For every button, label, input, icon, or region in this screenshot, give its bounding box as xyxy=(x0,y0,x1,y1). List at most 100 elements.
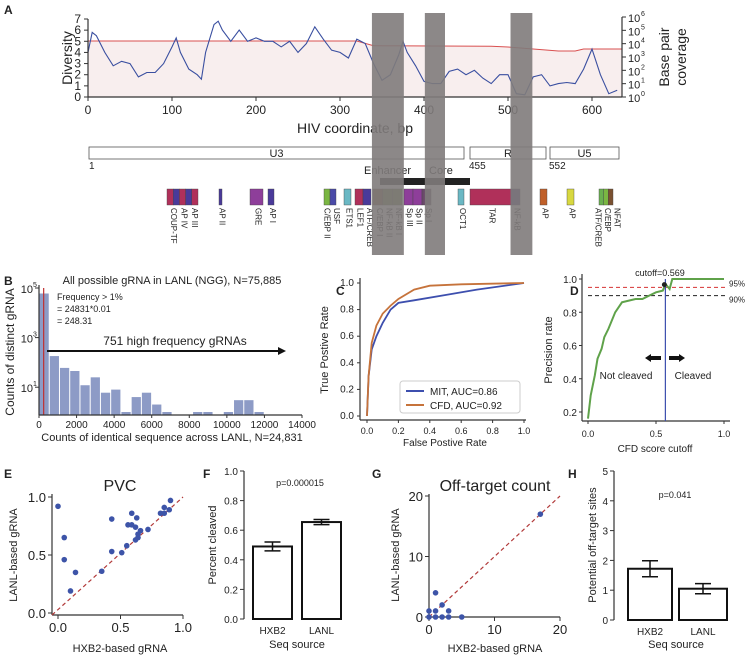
tf-label: ATF/CREB xyxy=(594,208,603,247)
f-p-value: p=0.000015 xyxy=(276,478,324,488)
f-ytick-label: 0.4 xyxy=(224,556,238,567)
highlight-band xyxy=(371,13,404,255)
tf-binding-site xyxy=(267,188,275,206)
precision-curve xyxy=(587,278,724,419)
a-xtick-label: 200 xyxy=(246,103,266,117)
h-error-bar xyxy=(695,582,711,595)
f-error-bar xyxy=(264,541,281,552)
cleaved-label: Cleaved xyxy=(675,371,712,382)
legend-label: CFD, AUC=0.92 xyxy=(430,401,502,412)
d-ytick-label: 0.2 xyxy=(563,408,577,419)
g-xlabel: HXB2-based gRNA xyxy=(448,643,543,655)
g-point xyxy=(445,614,452,620)
histogram-bar xyxy=(100,392,111,415)
a-ytick-label: 3 xyxy=(74,57,81,71)
roc-curve-cfd xyxy=(366,282,525,417)
g-identity-line xyxy=(428,495,561,618)
histogram-bar xyxy=(244,400,254,415)
h-ytick-label: 0 xyxy=(602,616,608,627)
f-ylabel: Percent cleaved xyxy=(207,506,219,585)
b-title: All possible gRNA in LANL (NGG), N=75,88… xyxy=(63,275,282,287)
tf-label: ATF/CREB xyxy=(365,208,374,247)
g-point xyxy=(426,614,432,620)
tf-binding-site xyxy=(166,188,174,206)
g-xtick-label: 0 xyxy=(425,622,432,637)
a-y2tick-exponent: 3 xyxy=(641,51,645,58)
a-xtick-label: 600 xyxy=(582,103,602,117)
tf-binding-site xyxy=(362,188,372,206)
c-xtick-label: 1.0 xyxy=(518,426,531,436)
c-xtick-label: 0.6 xyxy=(455,426,468,436)
b-annotation: = 248.31 xyxy=(57,316,92,326)
e-point xyxy=(137,527,144,534)
g-title: Off-target count xyxy=(440,478,551,495)
f-error-bar xyxy=(313,518,330,526)
g-point xyxy=(432,590,439,596)
a-y2tick-exponent: 4 xyxy=(641,38,645,45)
a-ytick-label: 1 xyxy=(74,79,81,93)
right-arrow-icon xyxy=(669,354,685,362)
panel-label-B: B xyxy=(4,274,13,288)
g-xtick-label: 20 xyxy=(553,622,567,637)
e-point xyxy=(61,534,68,541)
f-ytick-label: 0.8 xyxy=(224,497,238,508)
tf-binding-site xyxy=(412,188,423,206)
a-ytick-label: 6 xyxy=(74,23,81,37)
e-ylabel: LANL-based gRNA xyxy=(8,508,20,602)
b-ytick-base: 10 xyxy=(21,383,33,395)
tf-label: NFAT xyxy=(613,208,622,228)
e-point xyxy=(55,503,61,510)
d-ytick-label: 0.8 xyxy=(563,308,577,319)
g-point xyxy=(458,614,465,620)
g-ylabel: LANL-based gRNA xyxy=(390,508,402,602)
a-y2tick-exponent: 2 xyxy=(641,64,645,71)
e-ytick-label: 0.0 xyxy=(28,606,46,621)
tf-binding-site xyxy=(172,188,180,206)
tf-label: LEF1 xyxy=(355,208,364,228)
tf-binding-site xyxy=(191,188,199,206)
g-xtick-label: 10 xyxy=(487,622,501,637)
b-xtick-label: 10000 xyxy=(213,420,241,431)
h-ylabel: Potential off-target sites xyxy=(587,487,599,603)
f-bar-hxb2 xyxy=(252,545,293,620)
tf-binding-site xyxy=(539,188,548,206)
h-p-value: p=0.041 xyxy=(659,490,692,500)
tf-label: AP xyxy=(541,208,550,219)
a-ylabel-right: Base pair xyxy=(656,27,672,86)
b-arrow-label: 751 high frequency gRNAs xyxy=(103,334,246,348)
a-y2tick-base: 10 xyxy=(628,40,640,52)
a-xtick-label: 0 xyxy=(85,103,92,117)
histogram-bar xyxy=(131,397,141,415)
e-point xyxy=(166,506,173,513)
e-xtick-label: 0.5 xyxy=(111,620,129,635)
h-category-label: LANL xyxy=(690,627,715,638)
h-category-label: HXB2 xyxy=(637,627,664,638)
panel-label-A: A xyxy=(4,3,13,17)
tf-label: C/EBP II xyxy=(322,208,331,239)
genome-region-label: U3 xyxy=(269,148,283,160)
e-point xyxy=(123,542,130,549)
coverage-area xyxy=(88,41,623,97)
a-y2tick-exponent: 1 xyxy=(641,78,645,85)
tf-label: AP II xyxy=(218,208,227,225)
e-point xyxy=(128,510,135,517)
tf-binding-site xyxy=(598,188,604,206)
tf-binding-site xyxy=(343,188,352,206)
genome-coordinate-label: 1 xyxy=(89,161,95,172)
c-xtick-label: 0.4 xyxy=(424,426,437,436)
b-annotation: = 24831*0.01 xyxy=(57,304,111,314)
a-y2tick-base: 10 xyxy=(628,53,640,65)
e-point xyxy=(67,588,74,594)
f-ytick-label: 0.2 xyxy=(224,585,238,596)
a-y2tick-exponent: 6 xyxy=(641,11,645,18)
tf-label: AP IV xyxy=(180,208,189,229)
e-point xyxy=(133,515,140,521)
c-xtick-label: 0.8 xyxy=(486,426,499,436)
d-ytick-label: 0.4 xyxy=(563,375,577,386)
b-ytick-exp: 1 xyxy=(33,381,37,388)
a-ytick-label: 0 xyxy=(74,90,81,104)
g-point xyxy=(445,608,452,614)
a-ytick-label: 4 xyxy=(74,45,81,59)
tf-label: USF xyxy=(332,208,341,224)
e-point xyxy=(167,497,174,504)
